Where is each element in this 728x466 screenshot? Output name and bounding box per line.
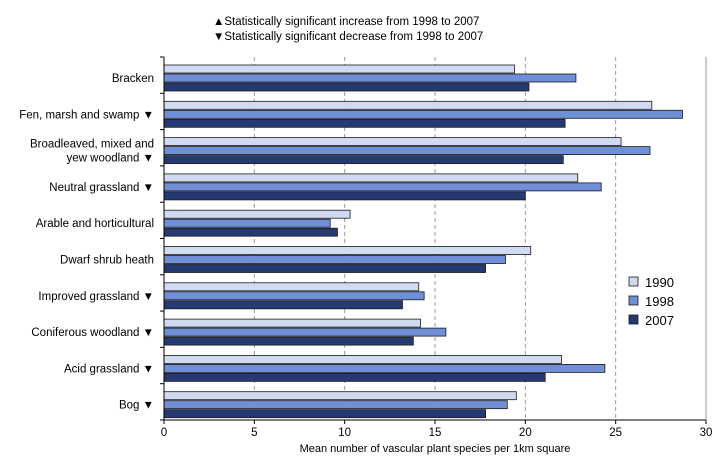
bar-5-1998 xyxy=(163,255,506,264)
legend-label-2007: 2007 xyxy=(645,313,674,328)
bar-8-1998 xyxy=(163,363,606,373)
category-label-0: Bracken xyxy=(112,73,154,85)
x-tick-label-5: 25 xyxy=(609,427,622,439)
bar-3-2007 xyxy=(163,191,526,201)
bar-2-1998 xyxy=(163,146,651,156)
bar-4-1998 xyxy=(163,218,331,228)
bar-3-1998 xyxy=(163,182,602,192)
bar-7-1990 xyxy=(163,318,421,328)
x-tick-label-3: 15 xyxy=(429,427,442,439)
bar-9-1998 xyxy=(163,400,508,410)
x-tick-label-6: 30 xyxy=(700,427,713,439)
bar-0-1998 xyxy=(163,73,577,83)
bar-0-2007 xyxy=(163,82,530,92)
category-label-7: Coniferous woodland ▼ xyxy=(31,327,154,339)
increase-note: ▲Statistically significant increase from… xyxy=(213,16,480,28)
bar-6-2007 xyxy=(163,300,403,310)
category-label-4: Arable and horticultural xyxy=(36,218,154,230)
x-tick-label-0: 0 xyxy=(161,427,167,439)
category-label-9: Bog ▼ xyxy=(119,400,154,412)
category-label-1: Fen, marsh and swamp ▼ xyxy=(19,109,154,121)
category-label-6: Improved grassland ▼ xyxy=(38,291,154,303)
bar-6-1990 xyxy=(163,282,420,292)
legend-swatch-1990 xyxy=(628,276,639,287)
bar-2-1990 xyxy=(163,137,622,147)
bar-6-1998 xyxy=(163,291,425,301)
bar-9-1990 xyxy=(163,391,517,401)
bar-4-1990 xyxy=(163,209,351,219)
bar-1-2007 xyxy=(163,118,566,128)
legend-swatch-2007 xyxy=(628,314,639,325)
bar-8-2007 xyxy=(163,372,546,382)
bar-2-2007 xyxy=(163,155,564,165)
legend-label-1998: 1998 xyxy=(645,294,674,309)
bar-9-2007 xyxy=(163,409,486,419)
x-tick-label-2: 10 xyxy=(338,427,351,439)
x-tick-label-4: 20 xyxy=(519,427,532,439)
legend-swatch-1998 xyxy=(628,295,639,306)
bar-1-1990 xyxy=(163,100,653,110)
category-label-8: Acid grassland ▼ xyxy=(64,363,154,375)
bar-1-1998 xyxy=(163,109,683,119)
bar-4-2007 xyxy=(163,227,338,237)
bar-3-1990 xyxy=(163,173,579,183)
bar-0-1990 xyxy=(163,64,515,74)
decrease-note: ▼Statistically significant decrease from… xyxy=(213,31,484,43)
category-label-3: Neutral grassland ▼ xyxy=(49,182,154,194)
x-axis-label: Mean number of vascular plant species pe… xyxy=(300,443,571,455)
category-label-2-line1: yew woodland ▼ xyxy=(67,153,154,165)
bar-8-1990 xyxy=(163,354,562,364)
bar-7-1998 xyxy=(163,327,447,337)
legend-label-1990: 1990 xyxy=(645,275,674,290)
category-label-2-line0: Broadleaved, mixed and xyxy=(30,139,154,151)
significance-notes: ▲Statistically significant increase from… xyxy=(213,15,483,45)
bar-5-2007 xyxy=(163,264,486,273)
x-tick-label-1: 5 xyxy=(251,427,257,439)
category-label-5: Dwarf shrub heath xyxy=(60,255,154,267)
bar-5-1990 xyxy=(163,246,532,255)
bar-7-2007 xyxy=(163,336,414,346)
